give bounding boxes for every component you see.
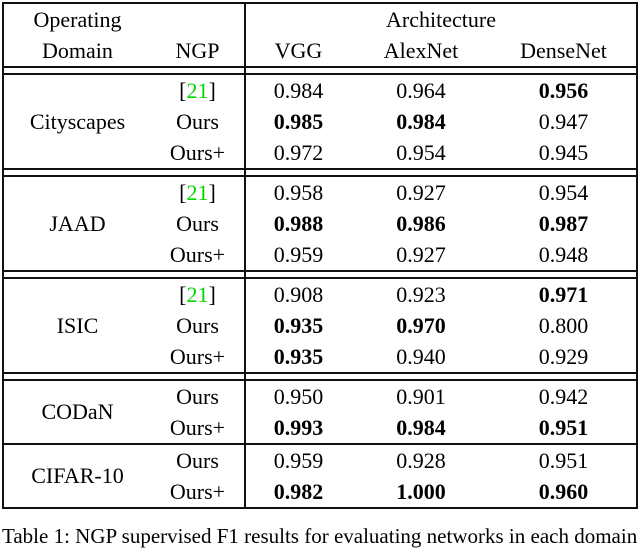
- value-cell: 0.954: [538, 179, 589, 205]
- ngp-cell: Ours+: [169, 343, 226, 369]
- ngp-cell: Ours: [176, 383, 219, 409]
- citation-link[interactable]: 21: [186, 77, 209, 103]
- table-row: Ours 0.935 0.970 0.800: [3, 310, 637, 341]
- value-cell: 0.954: [396, 139, 446, 165]
- ngp-cell: Ours+: [169, 241, 226, 267]
- value-cell: 0.951: [491, 443, 637, 476]
- value-cell: 0.984: [396, 414, 446, 440]
- value-cell: 1.000: [396, 478, 446, 504]
- value-cell: 0.945: [538, 139, 589, 165]
- table-row: JAAD [21] 0.958 0.927 0.954: [3, 176, 637, 234]
- table-row: ISIC [21] 0.908 0.923 0.971: [3, 278, 637, 336]
- table-row: Cityscapes [21] 0.984 0.964 0.956: [3, 74, 637, 132]
- table-row: Ours+ 0.982 1.000 0.960: [3, 476, 637, 508]
- header-architecture: Architecture: [244, 3, 637, 35]
- ngp-cell: [21]: [179, 281, 216, 307]
- table-row: Ours+ 0.935 0.940 0.929: [3, 341, 637, 373]
- ngp-cell: Ours+: [169, 478, 226, 504]
- ngp-cell: [21]: [179, 179, 216, 205]
- value-cell: 0.950: [244, 380, 351, 412]
- double-rule: [3, 66, 637, 75]
- table-row: Ours 0.988 0.986 0.987: [3, 208, 637, 239]
- value-cell: 0.948: [538, 241, 589, 267]
- header-operating: Operating: [33, 6, 122, 32]
- header-row-2: Domain NGP VGG AlexNet DenseNet: [3, 35, 637, 67]
- value-cell: 0.947: [538, 108, 589, 134]
- table-header: Operating Architecture Domain NGP VGG Al…: [3, 3, 637, 75]
- header-alexnet: AlexNet: [383, 37, 459, 63]
- value-cell: 0.956: [538, 77, 589, 103]
- table-row: CODaN Ours 0.950 0.901 0.942: [3, 380, 637, 423]
- table-row: Ours 0.985 0.984 0.947: [3, 106, 637, 137]
- value-cell: 0.929: [538, 343, 589, 369]
- value-cell: 0.985: [244, 106, 351, 137]
- header-vgg: VGG: [244, 35, 351, 67]
- value-cell: 0.901: [396, 383, 446, 409]
- value-cell: 0.988: [244, 208, 351, 239]
- value-cell: 0.800: [538, 312, 589, 338]
- value-cell: 0.971: [538, 281, 589, 307]
- value-cell: 0.993: [244, 412, 351, 444]
- ngp-cell: Ours: [176, 210, 219, 236]
- value-cell: 0.927: [396, 179, 446, 205]
- value-cell: 0.959: [244, 239, 351, 271]
- value-cell: 0.972: [244, 137, 351, 169]
- table-row: Ours+ 0.959 0.927 0.948: [3, 239, 637, 271]
- ngp-cell: Ours: [151, 443, 245, 476]
- table-row: CIFAR-10 Ours 0.959 0.928 0.951: [3, 443, 637, 508]
- value-cell: 0.986: [396, 210, 446, 236]
- ngp-cell: Ours+: [169, 414, 226, 440]
- value-cell: 0.928: [351, 443, 491, 476]
- domain-cell: CODaN: [41, 399, 114, 424]
- domain-cell: JAAD: [49, 210, 106, 236]
- header-ngp: NGP: [175, 37, 220, 63]
- value-cell: 0.940: [396, 343, 446, 369]
- value-cell: 0.984: [396, 108, 446, 134]
- double-rule: [3, 270, 637, 279]
- value-cell: 0.935: [244, 341, 351, 373]
- value-cell: 0.964: [396, 77, 446, 103]
- value-cell: 0.942: [538, 383, 589, 409]
- value-cell: 0.982: [244, 476, 351, 508]
- table-row: Ours+ 0.972 0.954 0.945: [3, 137, 637, 169]
- group-jaad: JAAD [21] 0.958 0.927 0.954 Ours 0.988 0…: [3, 176, 637, 279]
- citation-link[interactable]: 21: [186, 179, 209, 205]
- value-cell: 0.984: [244, 74, 351, 106]
- value-cell: 0.958: [244, 176, 351, 208]
- group-cifar10: CIFAR-10 Ours 0.959 0.928 0.951 Ours+ 0.…: [3, 443, 637, 508]
- header-spacer: [151, 3, 245, 35]
- value-cell: 0.960: [538, 478, 589, 504]
- ngp-cell: Ours: [176, 312, 219, 338]
- value-cell: 0.923: [396, 281, 446, 307]
- domain-cell: CIFAR-10: [3, 443, 151, 508]
- value-cell: 0.951: [538, 414, 589, 440]
- value-cell: 0.987: [538, 210, 589, 236]
- ngp-cell: Ours: [176, 108, 219, 134]
- table-caption: Table 1: NGP supervised F1 results for e…: [2, 524, 638, 548]
- ngp-cell: [21]: [179, 77, 216, 103]
- value-cell: 0.908: [244, 278, 351, 310]
- double-rule: [3, 168, 637, 177]
- ngp-results-table: Operating Architecture Domain NGP VGG Al…: [2, 2, 638, 509]
- citation-link[interactable]: 21: [186, 281, 209, 307]
- group-isic: ISIC [21] 0.908 0.923 0.971 Ours 0.935 0…: [3, 278, 637, 381]
- double-rule: [3, 372, 637, 381]
- header-densenet: DenseNet: [520, 37, 607, 63]
- table-row: Ours+ 0.993 0.984 0.951: [3, 412, 637, 444]
- group-cityscapes: Cityscapes [21] 0.984 0.964 0.956 Ours 0…: [3, 74, 637, 177]
- value-cell: 0.935: [244, 310, 351, 341]
- domain-cell: ISIC: [56, 312, 99, 338]
- header-domain: Domain: [42, 37, 113, 63]
- value-cell: 0.959: [244, 443, 351, 476]
- header-row-1: Operating Architecture: [3, 3, 637, 35]
- domain-cell: Cityscapes: [29, 108, 126, 134]
- group-codan: CODaN Ours 0.950 0.901 0.942 Ours+ 0.993…: [3, 380, 637, 444]
- value-cell: 0.927: [396, 241, 446, 267]
- ngp-cell: Ours+: [169, 139, 226, 165]
- value-cell: 0.970: [396, 312, 446, 338]
